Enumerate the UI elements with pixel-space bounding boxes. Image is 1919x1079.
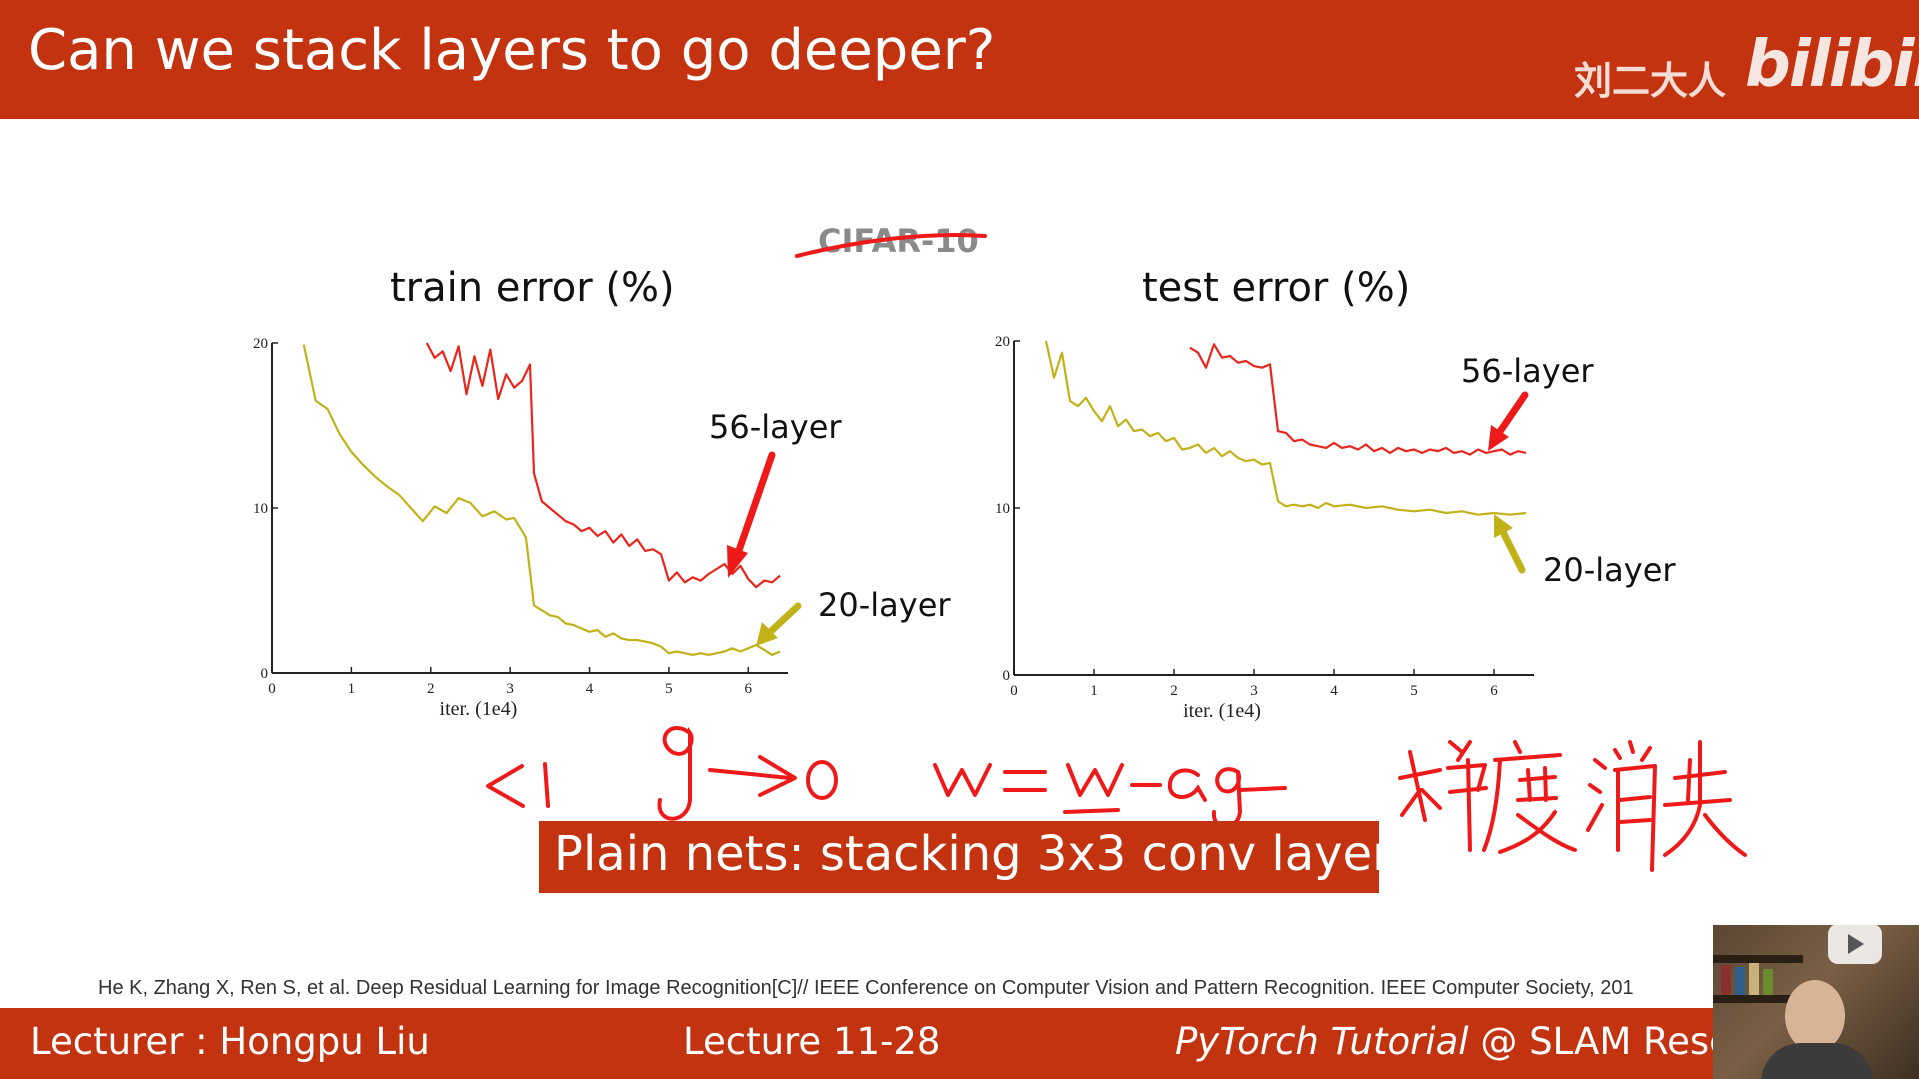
bilibili-logo: bilibili	[1745, 28, 1919, 102]
test-series-20-layer	[1044, 340, 1527, 516]
arrow-56-test	[1495, 391, 1529, 437]
train-series-56-layer	[425, 342, 781, 589]
train-x-label: iter. (1e4)	[440, 698, 518, 720]
test-x-tick-label: 4	[1330, 683, 1338, 699]
lecturer-body	[1761, 1043, 1873, 1079]
arrow-20-test	[1499, 528, 1526, 574]
shelf	[1713, 995, 1803, 1003]
lecturer-name: Lecturer : Hongpu Liu	[30, 1020, 430, 1063]
book	[1735, 967, 1745, 995]
train-y-tick-label: 20	[253, 336, 268, 352]
train-x-tick-label: 6	[745, 681, 753, 697]
label-20-test: 20-layer	[1543, 551, 1676, 589]
test-x-tick-label: 3	[1250, 683, 1258, 699]
label-56-test: 56-layer	[1461, 352, 1594, 390]
hw-one	[543, 762, 550, 808]
hw-equals	[1003, 770, 1047, 792]
lecture-number: Lecture 11-28	[683, 1020, 941, 1063]
test-x-tick-label: 0	[1010, 683, 1018, 699]
train-x-tick-label: 2	[427, 681, 435, 697]
train-x-tick-label: 5	[665, 681, 673, 697]
course-title-italic: PyTorch Tutorial	[1175, 1020, 1469, 1063]
arrow-head-20-test	[1494, 514, 1513, 538]
hw-w2	[1066, 763, 1124, 797]
lecturer-face	[1785, 980, 1845, 1052]
train-x-tick-label: 4	[586, 681, 594, 697]
test-x-tick-label: 1	[1090, 683, 1098, 699]
test-y-tick-label: 20	[995, 334, 1010, 350]
label-20-train: 20-layer	[818, 586, 951, 624]
shelf	[1713, 955, 1803, 963]
book	[1721, 965, 1731, 995]
footer-bar	[0, 1008, 1919, 1079]
train-x-tick-label: 0	[268, 681, 276, 697]
hw-less-than	[486, 764, 525, 808]
hw-underline	[1063, 808, 1120, 814]
arrow-head-20-train	[756, 622, 778, 646]
test-x-tick-label: 5	[1410, 683, 1418, 699]
reference-citation: He K, Zhang X, Ren S, et al. Deep Residu…	[98, 977, 1634, 999]
hw-arrow	[708, 755, 797, 797]
webcam-feed	[1713, 925, 1919, 1079]
hw-g	[657, 725, 694, 821]
test-x-tick-label: 6	[1490, 683, 1498, 699]
test-x-tick-label: 2	[1170, 683, 1178, 699]
author-mark: 刘二大人	[1574, 59, 1727, 103]
train-x-tick-label: 3	[506, 681, 514, 697]
train-x-tick-label: 1	[348, 681, 356, 697]
label-56-train: 56-layer	[709, 408, 842, 446]
hw-g2	[1211, 767, 1243, 829]
arrow-20-train	[764, 602, 802, 638]
header-bar	[0, 0, 1919, 119]
test-x-label: iter. (1e4)	[1183, 700, 1261, 722]
hw-zero	[806, 760, 838, 800]
caption-box	[539, 821, 1379, 893]
test-y-tick-label: 10	[995, 501, 1010, 517]
hw-alpha	[1167, 768, 1207, 802]
course-title: PyTorch Tutorial @ SLAM Resea	[1175, 1020, 1755, 1063]
slide-title: Can we stack layers to go deeper?	[28, 18, 996, 83]
hw-w1	[933, 763, 992, 797]
hw-chinese	[1398, 740, 1747, 872]
arrow-56-train	[731, 451, 776, 566]
book	[1763, 969, 1773, 995]
book	[1749, 963, 1759, 995]
hw-tail	[1238, 786, 1287, 792]
train-y-tick-label: 0	[261, 666, 269, 682]
test-y-tick-label: 0	[1003, 668, 1011, 684]
play-icon[interactable]	[1848, 934, 1864, 954]
course-title-rest: @ SLAM Resea	[1468, 1020, 1755, 1063]
chart-title-test: test error (%)	[1142, 265, 1411, 311]
dataset-label: CIFAR-10	[818, 222, 979, 260]
chart-title-train: train error (%)	[390, 265, 675, 311]
train-series-20-layer	[302, 344, 781, 657]
caption-text: Plain nets: stacking 3x3 conv layers	[554, 826, 1417, 882]
train-y-tick-label: 10	[253, 501, 268, 517]
arrow-head-56-test	[1488, 425, 1509, 451]
arrow-head-56-train	[727, 545, 748, 578]
